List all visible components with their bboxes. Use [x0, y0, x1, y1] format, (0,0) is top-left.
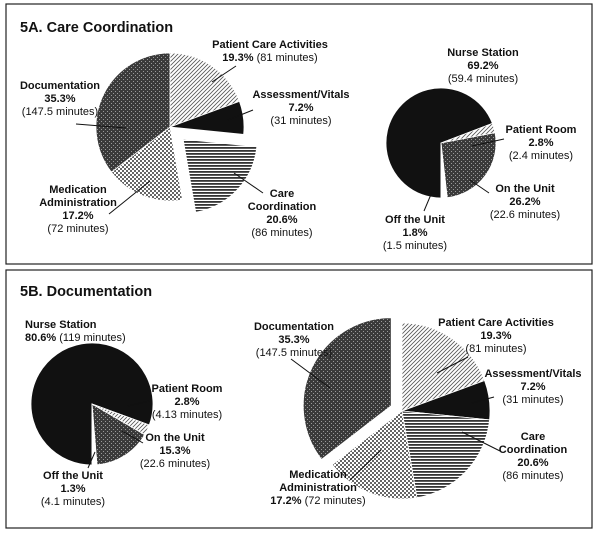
- pie3-slice-documentation: [302, 317, 392, 460]
- pie0-leader-medication: [108, 180, 151, 215]
- pie2-slice-on-the-unit: [91, 403, 146, 466]
- pie1-label-nurse-station-pct: 69.2%: [467, 60, 498, 72]
- pie0-label-assessment-pct: 7.2%: [288, 102, 313, 114]
- pie0-slice-medication-administration: [110, 126, 184, 202]
- pie1-label-patient-room-name: Patient Room: [506, 124, 577, 136]
- pie1-label-off-unit-minutes: (1.5 minutes): [383, 240, 447, 252]
- pie0-label-care-coord-pct: 20.6%: [266, 214, 297, 226]
- pie3-leader-assessment: [471, 396, 495, 404]
- pie0-leader-documentation: [75, 123, 127, 129]
- pie2-leader-off-unit: [87, 451, 96, 469]
- pie2-label-off-unit-minutes: (4.1 minutes): [41, 496, 105, 508]
- pie0-label-medication-name-2: Administration: [39, 197, 117, 209]
- pie2-label-on-unit-pct: 15.3%: [159, 445, 190, 457]
- pie0-slice-documentation: [95, 52, 171, 173]
- pie1-slice-on-the-unit: [440, 132, 497, 199]
- pie1-label-off-unit-name: Off the Unit: [385, 214, 445, 226]
- pie0-label-patient-care-value: 19.3% (81 minutes): [222, 52, 317, 64]
- pie3-label-care-coord-name-2: Coordination: [499, 444, 568, 456]
- pie1-slice-nurse-station: [385, 87, 493, 199]
- pie1-label-on-unit-pct: 26.2%: [509, 196, 540, 208]
- pie1-label-off-unit-pct: 1.8%: [402, 227, 427, 239]
- pie2-label-nurse-station-name: Nurse Station: [25, 319, 97, 331]
- pie3-label-care-coord-pct: 20.6%: [517, 457, 548, 469]
- pie3-label-patient-care-pct: 19.3%: [480, 330, 511, 342]
- pie1-slice-off-the-unit: [440, 142, 448, 199]
- pie-chart-5b-location: [30, 342, 154, 466]
- pie0-label-medication-pct: 17.2%: [62, 210, 93, 222]
- pie2-label-patient-room-name: Patient Room: [152, 383, 223, 395]
- pie3-label-documentation-name: Documentation: [254, 321, 334, 333]
- pie0-label-medication-minutes: (72 minutes): [47, 223, 108, 235]
- pie2-label-on-unit-name: On the Unit: [145, 432, 205, 444]
- pie0-label-care-coord-minutes: (86 minutes): [251, 227, 312, 239]
- pie2-leader-patient-room: [127, 400, 150, 407]
- pie0-leader-care-coord: [233, 172, 264, 194]
- pie3-leader-documentation: [290, 358, 331, 389]
- pie1-leader-on-unit: [469, 179, 490, 194]
- pie1-label-patient-room-pct: 2.8%: [528, 137, 553, 149]
- pie1-leader-off-unit: [423, 191, 433, 212]
- pie3-label-care-coord-name-1: Care: [521, 431, 545, 443]
- pie0-leader-patient-care: [211, 65, 237, 83]
- pie3-leader-medication: [349, 449, 382, 481]
- pie2-slice-off-the-unit: [91, 403, 98, 466]
- pie1-label-patient-room-minutes: (2.4 minutes): [509, 150, 573, 162]
- pie3-label-assessment-name: Assessment/Vitals: [484, 368, 581, 380]
- pie1-label-nurse-station-minutes: (59.4 minutes): [448, 73, 518, 85]
- pie2-label-patient-room-minutes: (4.13 minutes): [152, 409, 222, 421]
- pie2-leader-on-unit: [121, 430, 144, 444]
- pie3-label-care-coord-minutes: (86 minutes): [502, 470, 563, 482]
- pie2-label-on-unit-minutes: (22.6 minutes): [140, 458, 210, 470]
- pie2-label-patient-room-pct: 2.8%: [174, 396, 199, 408]
- pie3-leader-care-coord: [461, 431, 501, 452]
- pie3-slice-patient-care-activities: [401, 322, 486, 412]
- panel-b-border: [5, 269, 593, 529]
- pie0-label-patient-care-name: Patient Care Activities: [212, 39, 328, 51]
- pie0-slice-patient-care-activities: [169, 52, 240, 128]
- pie0-label-care-coord-name-2: Coordination: [248, 201, 317, 213]
- pie0-label-assessment-name: Assessment/Vitals: [252, 89, 349, 101]
- pie1-leader-patient-room: [471, 138, 505, 147]
- pie3-label-medication-name-2: Administration: [279, 482, 357, 494]
- pie0-slice-assessment-vitals: [169, 100, 245, 135]
- pie3-label-medication-name-1: Medication: [289, 469, 347, 481]
- pie0-leader-assessment: [227, 109, 254, 121]
- pie3-label-documentation-minutes: (147.5 minutes): [256, 347, 332, 359]
- pie3-label-patient-care-minutes: (81 minutes): [465, 343, 526, 355]
- pie3-label-documentation-pct: 35.3%: [278, 334, 309, 346]
- pie2-label-off-unit-pct: 1.3%: [60, 483, 85, 495]
- pie0-slice-care-coordination: [182, 138, 258, 213]
- panel-a-title: 5A. Care Coordination: [20, 20, 173, 36]
- pie3-leader-patient-care: [436, 356, 469, 374]
- pie2-label-off-unit-name: Off the Unit: [43, 470, 103, 482]
- pie-chart-5a-activities: [95, 52, 258, 213]
- pie1-label-on-unit-name: On the Unit: [495, 183, 555, 195]
- pie0-label-documentation-name: Documentation: [20, 80, 100, 92]
- pie0-label-assessment-minutes: (31 minutes): [270, 115, 331, 127]
- pie2-label-nurse-station-value: 80.6% (119 minutes): [25, 332, 126, 344]
- pie3-label-assessment-minutes: (31 minutes): [502, 394, 563, 406]
- pie0-label-documentation-pct: 35.3%: [44, 93, 75, 105]
- pie-chart-5a-location: [385, 87, 497, 199]
- pie1-label-nurse-station-name: Nurse Station: [447, 47, 519, 59]
- panel-a-border: [5, 3, 593, 265]
- pie3-label-patient-care-name: Patient Care Activities: [438, 317, 554, 329]
- pie0-label-care-coord-name-1: Care: [270, 188, 294, 200]
- panel-b-title: 5B. Documentation: [20, 284, 152, 300]
- slice-labels: Patient Care Activities 19.3% (81 minute…: [20, 39, 582, 508]
- leader-lines: [75, 65, 505, 481]
- pie0-label-documentation-minutes: (147.5 minutes): [22, 106, 98, 118]
- pie3-label-assessment-pct: 7.2%: [520, 381, 545, 393]
- pie0-label-medication-name-1: Medication: [49, 184, 107, 196]
- pie3-slice-care-coordination: [401, 410, 490, 499]
- pie1-label-on-unit-minutes: (22.6 minutes): [490, 209, 560, 221]
- pie3-label-medication-value: 17.2% (72 minutes): [270, 495, 365, 507]
